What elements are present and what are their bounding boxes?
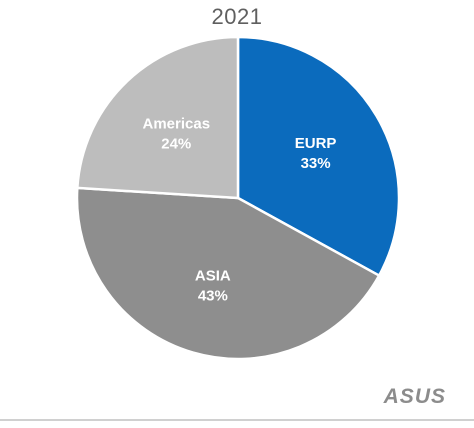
pie-slices <box>75 35 401 361</box>
pie-slice-eurp <box>236 35 401 277</box>
slice-value-asia: 43% <box>198 288 228 305</box>
brand-logo: ASUS <box>383 385 446 408</box>
slice-label-eurp: EURP <box>295 135 337 152</box>
slice-value-americas: 24% <box>161 135 191 152</box>
slice-label-asia: ASIA <box>195 268 231 285</box>
pie-labels: EURP 33% ASIA 43% Americas 24% <box>143 115 337 304</box>
pie-slice-americas <box>76 35 240 200</box>
asus-logo: ASUS <box>383 385 446 408</box>
pie-slice-asia <box>75 186 381 361</box>
slice-label-americas: Americas <box>143 115 211 132</box>
chart-title: 2021 <box>212 4 263 29</box>
slice-value-eurp: 33% <box>301 155 331 172</box>
